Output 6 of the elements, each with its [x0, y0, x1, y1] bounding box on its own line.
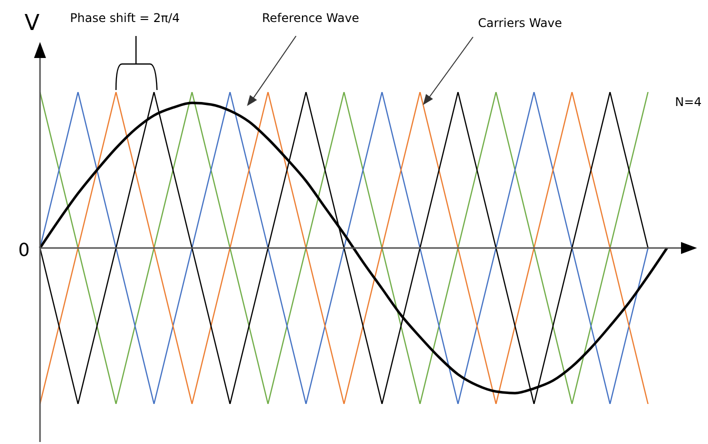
- annotation: N=4: [675, 95, 702, 109]
- y-axis-title: V: [24, 11, 40, 36]
- text: Carriers Wave: [478, 16, 562, 30]
- text: Reference Wave: [262, 11, 360, 25]
- text: Phase shift = 2π/4: [70, 11, 180, 25]
- text: 0: [18, 240, 30, 261]
